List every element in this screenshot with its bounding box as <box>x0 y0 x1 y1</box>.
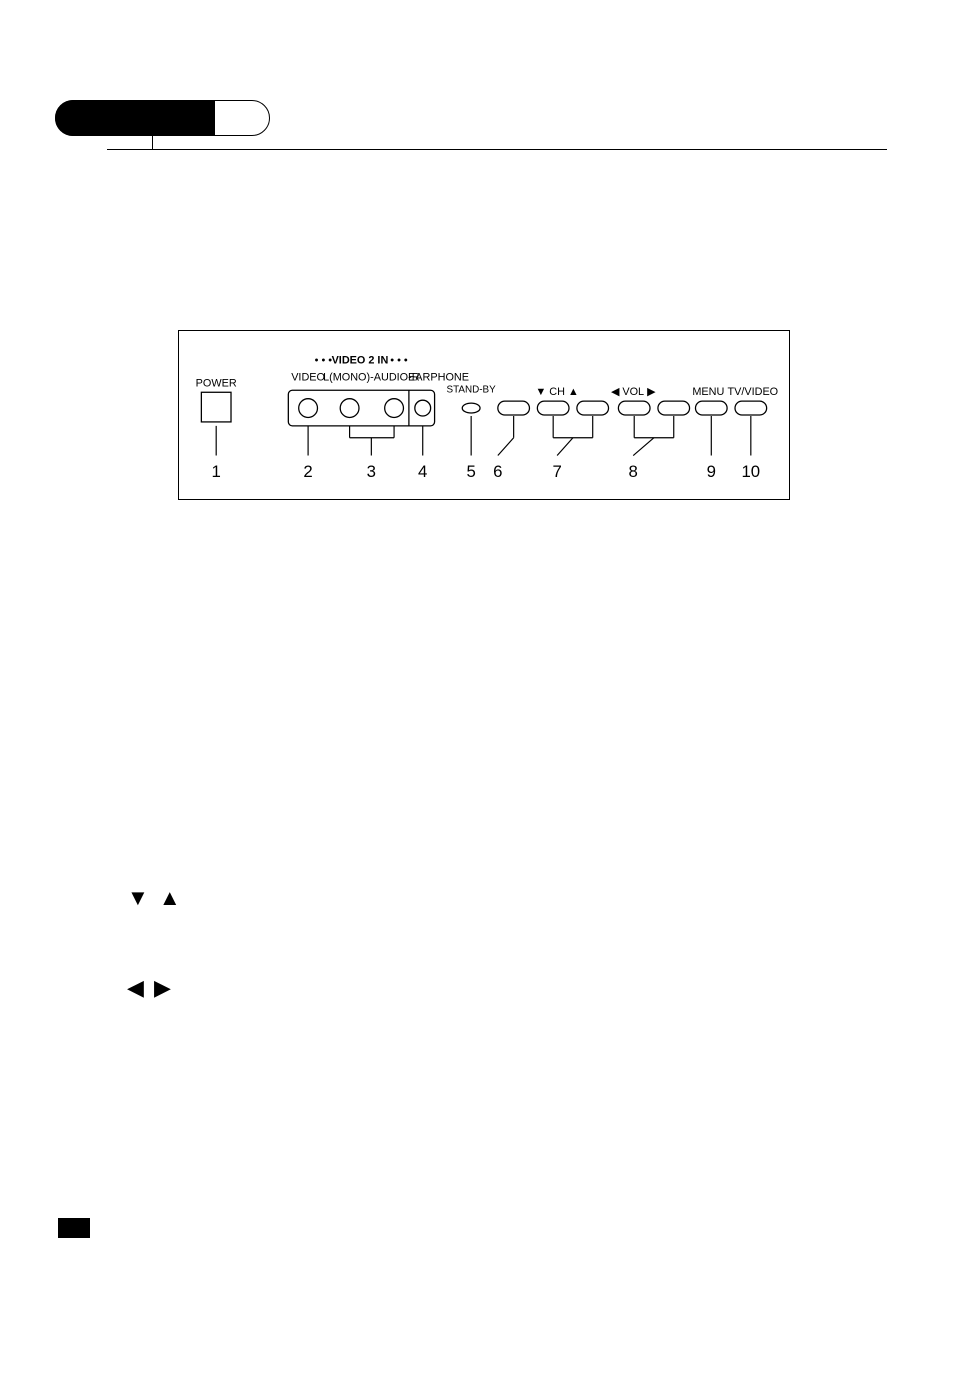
dots-right: • • • <box>390 355 408 367</box>
leader-lines <box>216 416 751 456</box>
section-header <box>55 100 885 152</box>
audio-r-jack <box>385 399 404 418</box>
power-label: POWER <box>196 377 237 389</box>
vol-label: ◀ VOL ▶ <box>611 386 656 398</box>
ch-label: ▼ CH ▲ <box>536 386 579 398</box>
audio-l-jack <box>340 399 359 418</box>
video2in-label: VIDEO 2 IN <box>332 355 389 367</box>
callout-4: 4 <box>418 462 427 481</box>
section-tab <box>55 100 885 152</box>
ch-down-button <box>537 401 569 415</box>
callout-1: 1 <box>212 462 221 481</box>
callout-7: 7 <box>552 462 561 481</box>
callout-8: 8 <box>629 462 638 481</box>
front-panel-diagram: • • • VIDEO 2 IN • • • POWER VIDEO L(MON… <box>178 330 790 500</box>
section-rule <box>107 149 887 150</box>
vol-up-button <box>658 401 690 415</box>
video-label: VIDEO <box>291 371 325 383</box>
menu-button <box>695 401 727 415</box>
tvvideo-label: TV/VIDEO <box>727 386 778 398</box>
ch-up-button <box>577 401 609 415</box>
earphone-label: EARPHONE <box>408 371 469 383</box>
menu-label: MENU <box>692 386 724 398</box>
callout-3: 3 <box>367 462 376 481</box>
dots-left: • • • <box>315 355 333 367</box>
tab-stem <box>152 136 153 149</box>
earphone-jack <box>415 400 431 416</box>
power-switch <box>201 392 231 422</box>
callout-10: 10 <box>741 462 760 481</box>
video-jack <box>299 399 318 418</box>
page-number-badge <box>58 1218 90 1238</box>
callout-2: 2 <box>303 462 312 481</box>
audio-label: L(MONO)-AUDIO-R <box>323 371 420 383</box>
tvvideo-button <box>735 401 767 415</box>
ch-arrows: ▼ ▲ <box>127 885 183 911</box>
callout-6: 6 <box>493 462 502 481</box>
panel-svg: • • • VIDEO 2 IN • • • POWER VIDEO L(MON… <box>179 331 789 499</box>
vol-down-button <box>618 401 650 415</box>
standby-led <box>462 403 480 413</box>
vol-arrows: ◀ ▶ <box>127 975 173 1001</box>
callout-5: 5 <box>466 462 475 481</box>
callout-9: 9 <box>707 462 716 481</box>
btn-1 <box>498 401 530 415</box>
tab-fill <box>55 100 215 136</box>
standby-label: STAND-BY <box>447 384 497 395</box>
video2in-header: • • • VIDEO 2 IN • • • <box>315 355 408 367</box>
